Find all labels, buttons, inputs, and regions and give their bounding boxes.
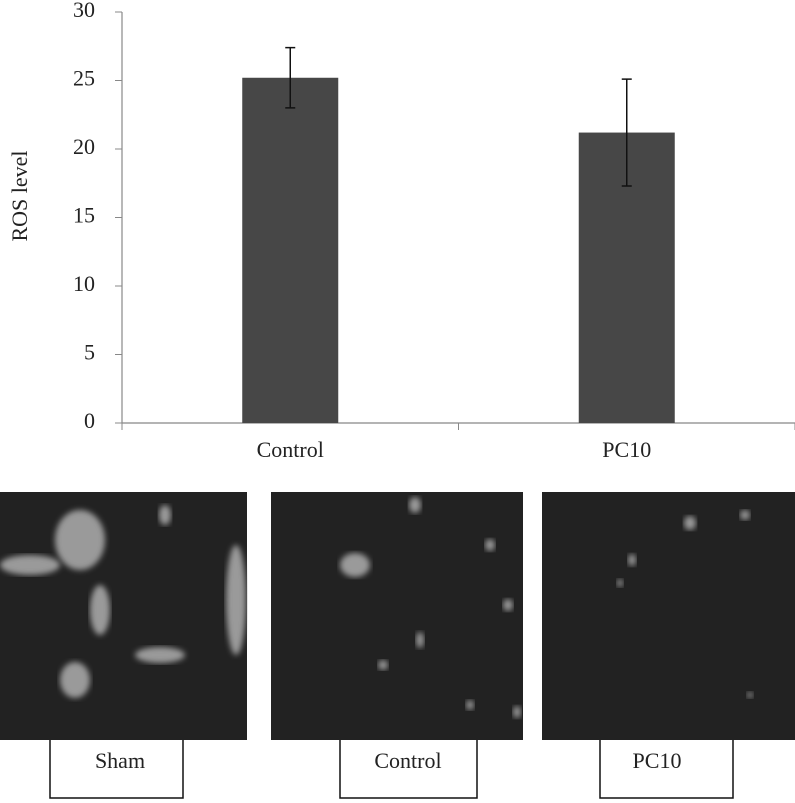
label-box [599, 740, 734, 799]
x-tick-label: PC10 [602, 437, 651, 462]
y-axis-label: ROS level [7, 150, 32, 241]
x-tick-label: Control [257, 437, 324, 462]
y-tick-label: 20 [73, 134, 95, 159]
image-control [271, 492, 523, 740]
error-bar [621, 78, 632, 187]
y-tick-label: 0 [84, 408, 95, 433]
error-bar [285, 46, 296, 109]
label-box [49, 740, 184, 799]
y-tick-label: 10 [73, 271, 95, 296]
y-tick-label: 15 [73, 203, 95, 228]
panel-label: Control [374, 748, 441, 773]
image-sham [0, 492, 247, 740]
panel-label: Sham [95, 748, 145, 773]
label-box [339, 740, 478, 799]
image-pc10 [542, 492, 795, 740]
y-tick-label: 30 [73, 0, 95, 22]
y-tick-label: 25 [73, 66, 95, 91]
bar [242, 77, 339, 423]
y-tick-label: 5 [84, 340, 95, 365]
panel-label: PC10 [633, 748, 682, 773]
